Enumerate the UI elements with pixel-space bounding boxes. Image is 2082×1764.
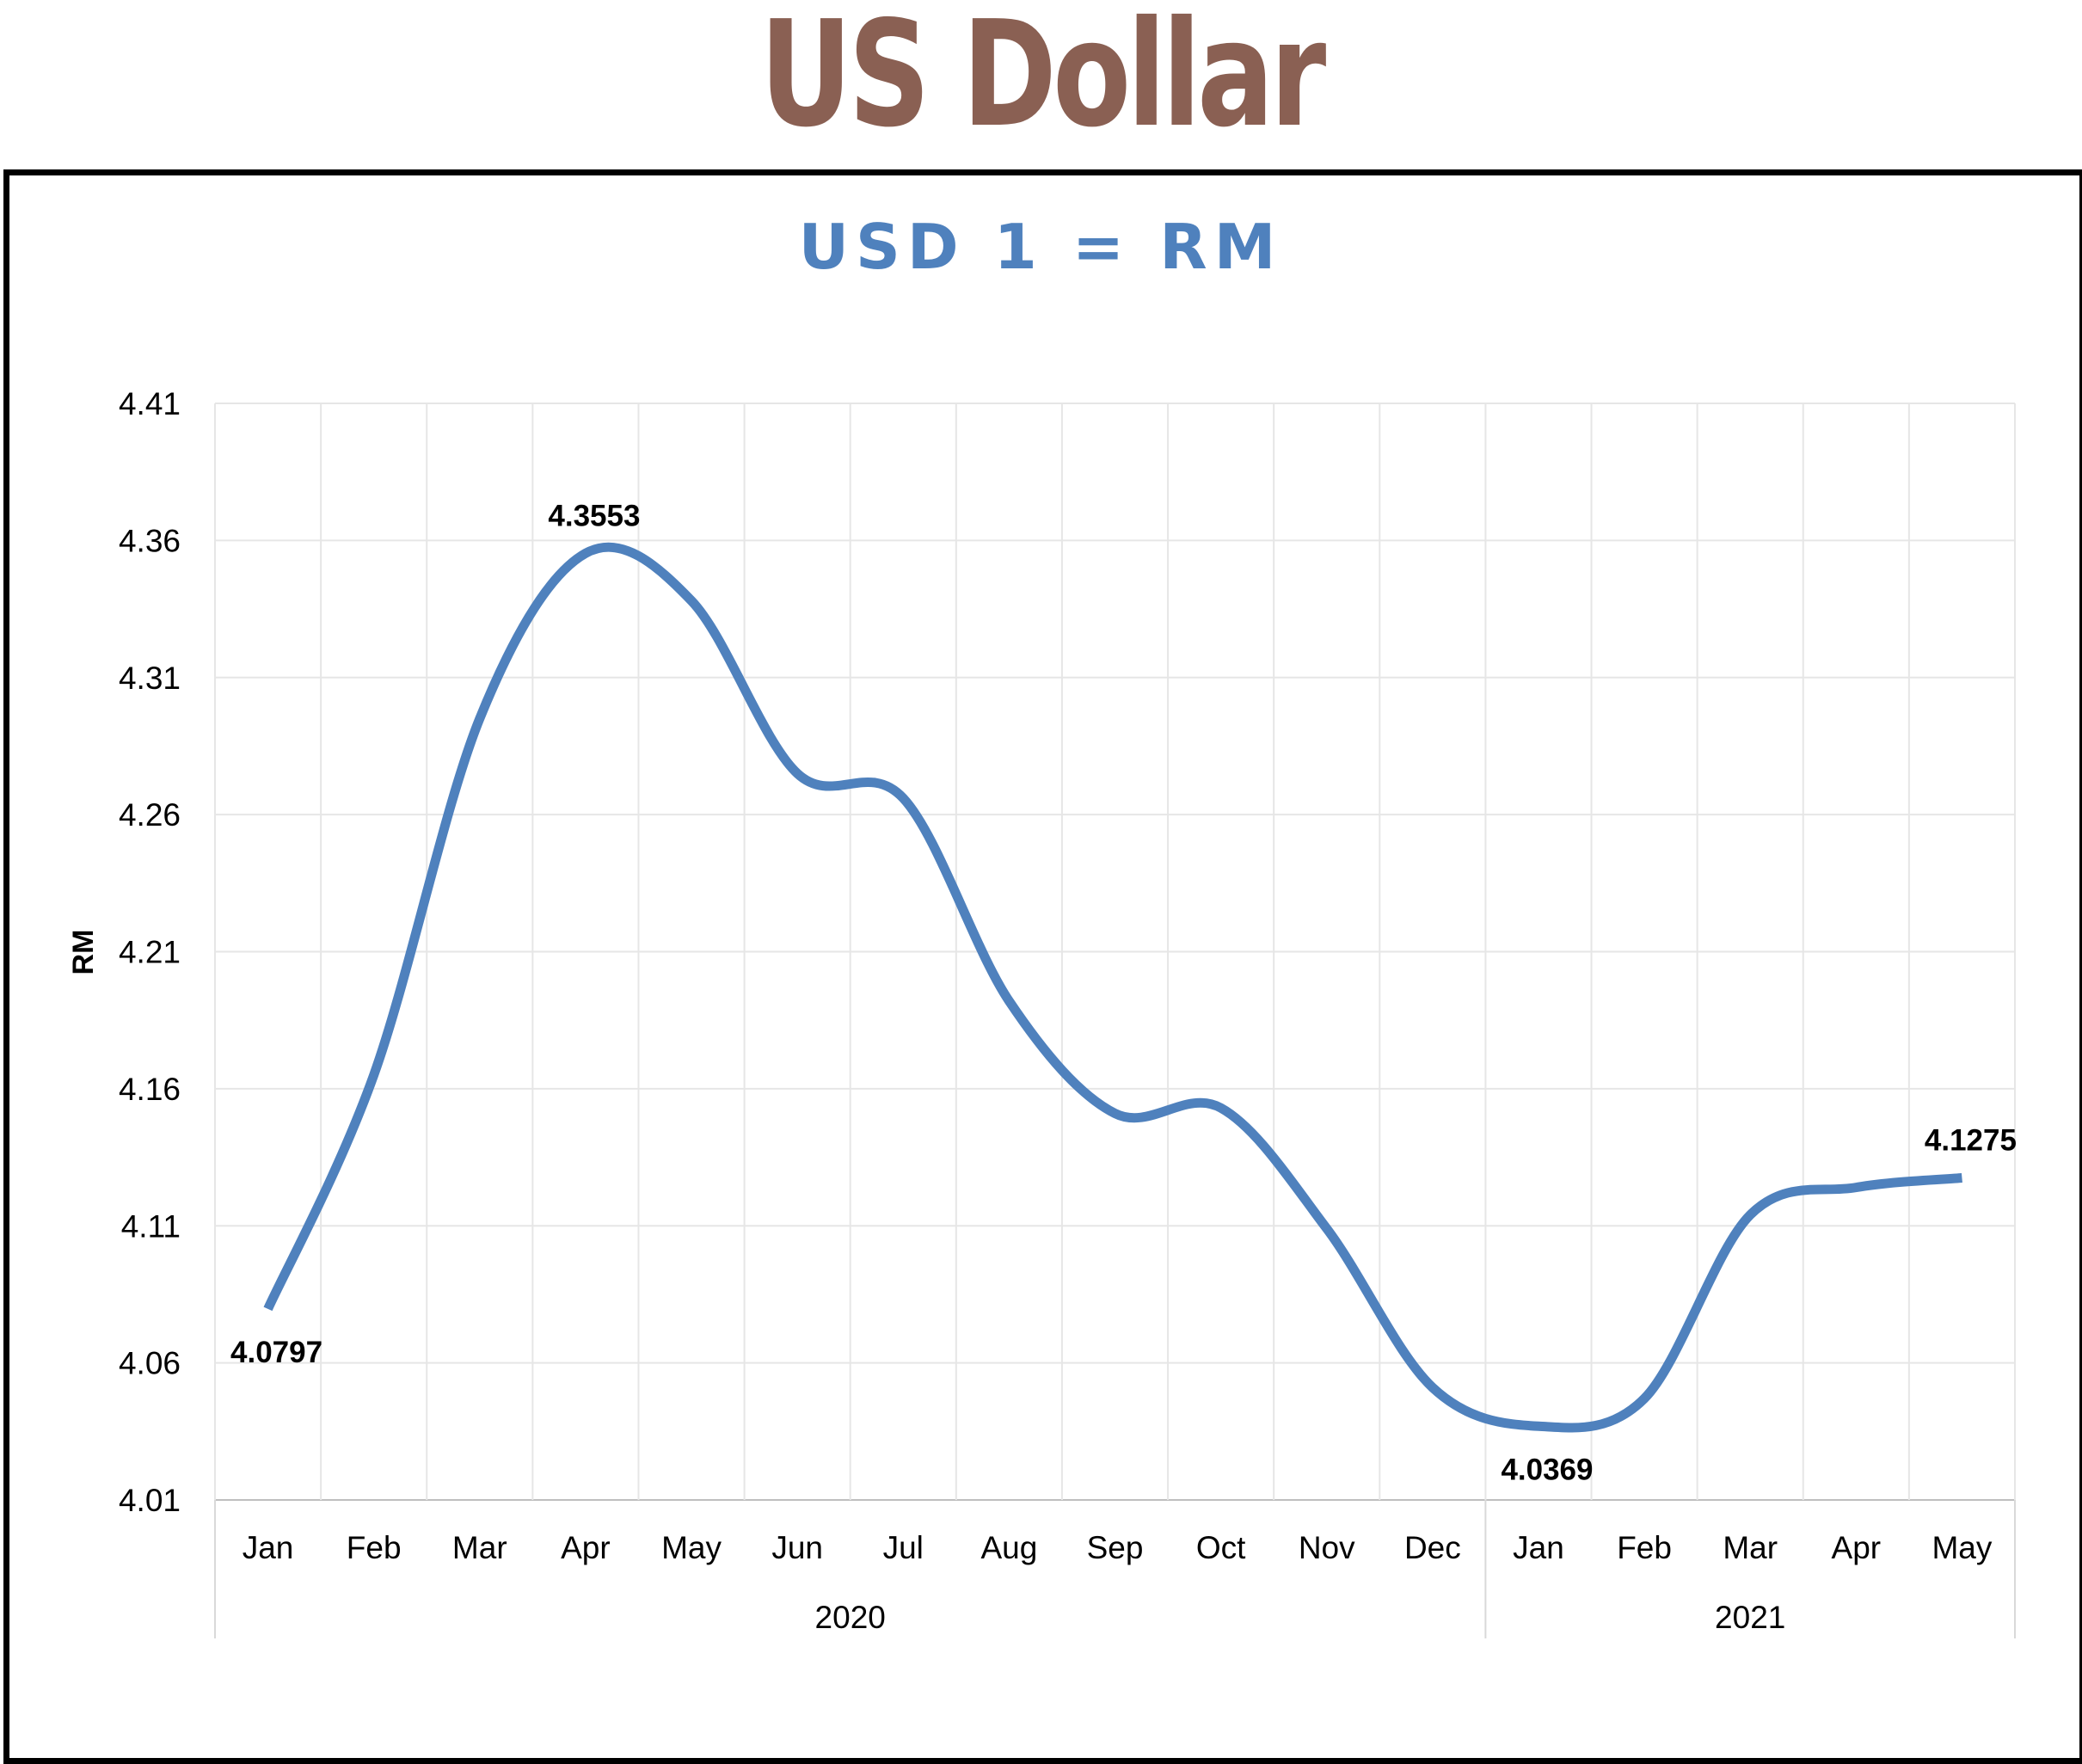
x-tick-label: Sep bbox=[1087, 1530, 1144, 1565]
data-label: 4.0797 bbox=[230, 1336, 322, 1369]
x-group-label: 2020 bbox=[815, 1600, 886, 1635]
data-label: 4.3553 bbox=[548, 499, 640, 532]
y-tick-label: 4.01 bbox=[119, 1483, 181, 1518]
x-tick-label: May bbox=[661, 1530, 722, 1565]
x-tick-label: Jun bbox=[771, 1530, 823, 1565]
x-group-label: 2021 bbox=[1715, 1600, 1785, 1635]
x-tick-label: Jan bbox=[243, 1530, 294, 1565]
chart-frame bbox=[3, 169, 2082, 1764]
y-tick-label: 4.31 bbox=[119, 661, 181, 696]
y-ticks: 4.01 4.06 4.11 4.16 4.21 4.26 4.31 4.36 4.41 bbox=[119, 386, 181, 1518]
y-tick-label: 4.26 bbox=[119, 797, 181, 833]
data-label: 4.1275 bbox=[1925, 1123, 2017, 1157]
x-tick-label: Mar bbox=[452, 1530, 507, 1565]
x-tick-label: Nov bbox=[1299, 1530, 1355, 1565]
x-tick-label: Feb bbox=[347, 1530, 402, 1565]
x-tick-label: Apr bbox=[1832, 1530, 1882, 1565]
chart-title: USD 1 = RM bbox=[799, 211, 1283, 283]
y-tick-label: 4.06 bbox=[119, 1346, 181, 1381]
x-tick-label: Apr bbox=[561, 1530, 611, 1565]
x-tick-label: Oct bbox=[1196, 1530, 1246, 1565]
rate-line bbox=[263, 542, 1962, 1433]
data-label: 4.0369 bbox=[1501, 1453, 1593, 1486]
x-ticks: Jan Feb Mar Apr May Jun Jul Aug Sep Oct Nov Dec Jan F… bbox=[214, 1500, 2016, 1638]
y-tick-label: 4.11 bbox=[121, 1208, 181, 1244]
x-tick-label: Jan bbox=[1513, 1530, 1564, 1565]
y-tick-label: 4.36 bbox=[119, 523, 181, 558]
data-labels: 4.0797 4.3553 4.0369 4.1275 bbox=[230, 499, 2017, 1486]
x-tick-label: Feb bbox=[1617, 1530, 1672, 1565]
grid bbox=[214, 403, 2016, 1501]
x-tick-label: Mar bbox=[1723, 1530, 1778, 1565]
x-tick-label: May bbox=[1932, 1530, 1992, 1565]
x-tick-label: Aug bbox=[980, 1530, 1037, 1565]
x-tick-label: Dec bbox=[1404, 1530, 1461, 1565]
y-tick-label: 4.41 bbox=[119, 386, 181, 421]
y-axis-label: RM bbox=[67, 930, 100, 975]
series-line bbox=[263, 542, 1962, 1433]
page-title: US Dollar bbox=[759, 0, 1326, 160]
y-tick-label: 4.16 bbox=[119, 1072, 181, 1107]
y-tick-label: 4.21 bbox=[119, 935, 181, 970]
x-tick-label: Jul bbox=[883, 1530, 924, 1565]
